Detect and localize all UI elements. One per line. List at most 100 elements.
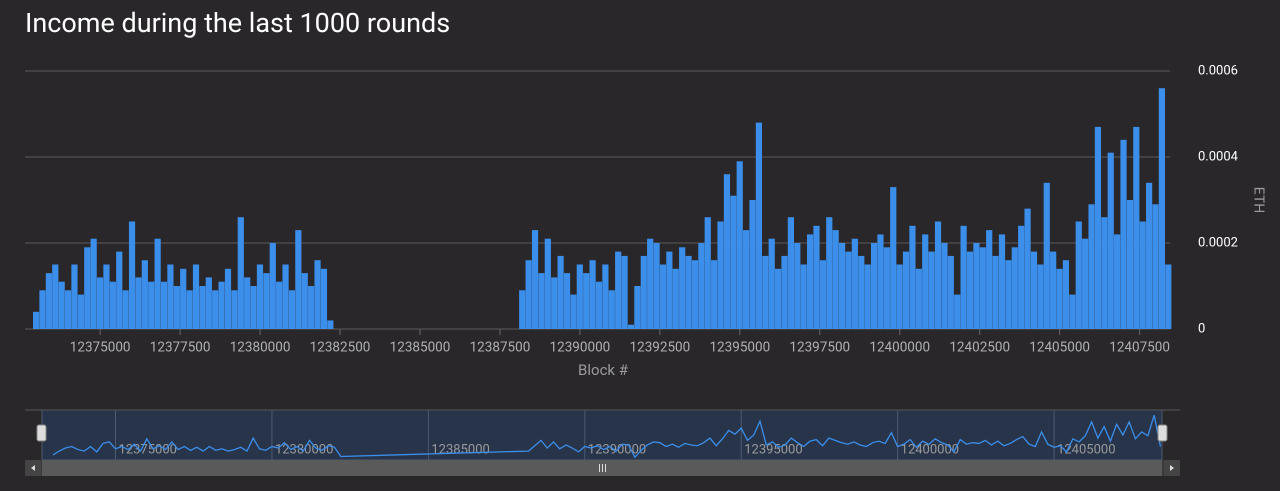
bar <box>583 273 590 329</box>
navigator-handle-right[interactable] <box>1157 424 1168 442</box>
bar <box>781 255 788 329</box>
bar <box>269 243 276 329</box>
bar <box>679 247 686 329</box>
bar <box>282 264 289 329</box>
bar <box>1101 217 1108 329</box>
bar <box>890 187 897 329</box>
bar <box>691 260 699 329</box>
bar <box>595 281 603 329</box>
x-tick-label: 12392500 <box>630 340 691 356</box>
bar <box>806 234 814 329</box>
bar <box>934 221 942 329</box>
x-tick-label: 12407500 <box>1109 340 1170 356</box>
x-tick-label: 12380000 <box>230 340 291 356</box>
bar <box>723 174 731 329</box>
bar <box>250 286 257 329</box>
bar <box>749 200 756 329</box>
bar <box>698 243 705 329</box>
bar <box>71 264 78 329</box>
bar <box>525 260 532 329</box>
bar <box>199 286 206 329</box>
bar <box>77 294 84 329</box>
bar <box>122 290 129 329</box>
bar <box>295 230 302 329</box>
bar <box>237 217 244 329</box>
bar <box>704 217 711 329</box>
navigator-tick-label: 12375000 <box>119 442 177 457</box>
bar <box>570 294 577 329</box>
bar <box>659 264 667 329</box>
bar <box>640 255 647 329</box>
x-tick-label: 12405000 <box>1029 340 1090 356</box>
bar <box>544 238 551 329</box>
bar <box>877 234 884 329</box>
bar <box>711 260 718 329</box>
bar <box>1126 200 1134 329</box>
x-tick-label: 12377500 <box>150 340 211 356</box>
bar <box>58 281 65 329</box>
bar <box>966 251 974 329</box>
bar <box>922 234 929 329</box>
navigator-window[interactable] <box>41 409 1163 461</box>
bar <box>986 230 993 329</box>
bar <box>1133 126 1140 330</box>
y-tick-label: 0.0004 <box>1198 149 1239 164</box>
navigator-tick-label: 12385000 <box>431 442 489 457</box>
bar <box>1114 234 1121 329</box>
bar <box>563 273 571 329</box>
bar <box>244 277 251 329</box>
y-tick-label: 0.0002 <box>1198 235 1238 250</box>
bar <box>1056 268 1063 329</box>
bar <box>128 221 136 329</box>
bar <box>519 290 526 329</box>
bar <box>154 238 161 329</box>
x-tick-label: 12387500 <box>470 340 531 356</box>
bar <box>1094 126 1102 330</box>
bar <box>864 264 871 329</box>
bar <box>1146 182 1153 329</box>
bar <box>1082 238 1089 329</box>
bar <box>845 251 852 329</box>
bar <box>992 255 999 329</box>
scrollbar-grip <box>599 464 606 472</box>
bar <box>1043 182 1050 329</box>
bar <box>320 268 328 329</box>
navigator-handle-left[interactable] <box>36 424 47 442</box>
bar <box>909 225 916 329</box>
bar <box>148 281 155 329</box>
bar <box>1088 204 1095 329</box>
bar <box>263 273 270 329</box>
bar <box>45 273 52 329</box>
bar <box>224 268 232 329</box>
bar <box>90 238 97 329</box>
bar <box>653 243 660 329</box>
bar <box>52 264 59 329</box>
y-tick-label: 0.0006 <box>1198 63 1238 78</box>
x-axis-label: Block # <box>578 361 629 379</box>
navigator-tick-label: 12395000 <box>744 442 802 457</box>
bar <box>883 247 890 329</box>
bar <box>743 230 750 329</box>
bar <box>64 290 72 329</box>
bar <box>838 243 846 329</box>
bar <box>531 230 539 329</box>
bar <box>218 281 225 329</box>
bar <box>192 264 200 329</box>
bar <box>947 255 954 329</box>
bar <box>762 255 769 329</box>
bar <box>1024 208 1031 329</box>
scroll-left-arrow <box>31 465 35 471</box>
bar <box>902 251 910 329</box>
bar <box>1030 251 1038 329</box>
bar <box>186 290 193 329</box>
scroll-right-arrow <box>1170 465 1174 471</box>
bar <box>160 281 168 329</box>
bar <box>941 243 948 329</box>
bar <box>1018 225 1025 329</box>
bar <box>621 255 628 329</box>
navigator: 12375000 12380000 12385000 12390000 12395000… <box>52 410 1162 460</box>
bar <box>557 255 564 329</box>
bar <box>973 243 980 329</box>
bar <box>1062 260 1070 329</box>
y-axis-label: ETH <box>1250 187 1266 213</box>
